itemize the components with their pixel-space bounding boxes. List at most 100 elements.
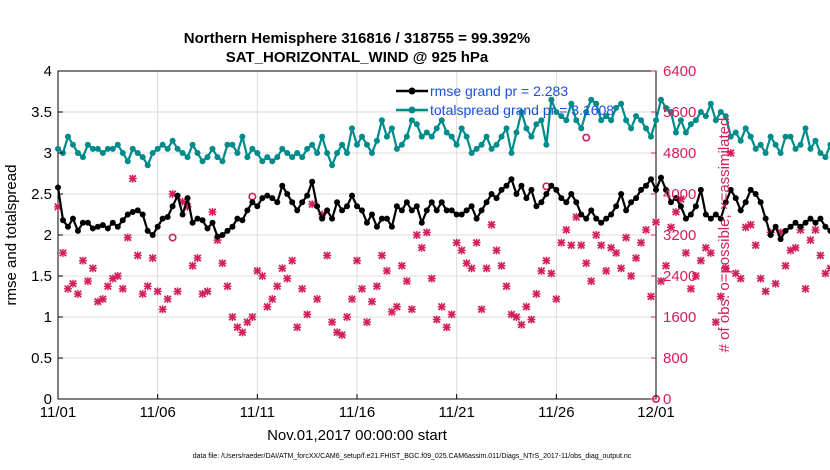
series-point-totalspread (159, 141, 166, 148)
series-point-totalspread (339, 141, 346, 148)
obs-assimilated-point (577, 241, 586, 250)
series-point-rmse (662, 186, 669, 193)
series-point-totalspread (483, 133, 490, 140)
obs-assimilated-point (372, 282, 381, 291)
y-tick-label-left: 0 (44, 391, 52, 408)
series-point-rmse (817, 215, 824, 222)
obs-assimilated-point (666, 223, 675, 232)
y-tick-label-left: 3.5 (31, 104, 52, 121)
obs-assimilated-point (756, 274, 765, 283)
series-point-rmse (179, 211, 186, 218)
series-point-rmse (757, 199, 764, 206)
series-point-rmse (538, 199, 545, 206)
obs-assimilated-point (447, 310, 456, 319)
series-point-totalspread (324, 150, 331, 156)
series-point-totalspread (692, 117, 699, 124)
series-point-rmse (682, 215, 689, 222)
series-point-rmse (229, 223, 236, 230)
obs-assimilated-point (442, 323, 451, 332)
obs-assimilated-point (218, 259, 227, 268)
series-point-totalspread (393, 145, 400, 152)
obs-assimilated-point (771, 279, 780, 288)
series-point-rmse (463, 207, 470, 214)
series-point-rmse (94, 223, 101, 230)
obs-assimilated-point (562, 225, 571, 234)
series-point-rmse (124, 211, 131, 218)
series-point-totalspread (648, 133, 655, 140)
series-point-rmse (99, 222, 106, 229)
series-point-totalspread (737, 137, 744, 144)
series-point-totalspread (418, 133, 425, 140)
series-point-rmse (613, 203, 620, 210)
series-point-totalspread (214, 154, 221, 161)
series-point-totalspread (638, 117, 645, 124)
series-point-totalspread (603, 113, 610, 120)
series-point-totalspread (682, 129, 689, 136)
series-point-rmse (558, 195, 565, 202)
obs-assimilated-point (328, 318, 337, 327)
series-point-totalspread (623, 117, 630, 124)
obs-assimilated-point (826, 264, 830, 273)
series-point-totalspread (618, 100, 625, 107)
obs-assimilated-point (537, 266, 546, 275)
series-point-totalspread (279, 145, 286, 152)
y-tick-label-left: 0.5 (31, 350, 52, 367)
series-point-rmse (792, 219, 799, 226)
series-point-rmse (473, 215, 480, 222)
series-point-totalspread (558, 113, 565, 120)
y-tick-label-right: 3200 (663, 227, 696, 244)
series-point-rmse (64, 223, 71, 230)
series-point-totalspread (677, 117, 684, 124)
obs-assimilated-point (716, 292, 725, 301)
obs-assimilated-point (357, 284, 366, 293)
obs-assimilated-point (467, 264, 476, 273)
series-point-rmse (747, 186, 754, 193)
series-point-rmse (608, 211, 615, 218)
series-point-rmse (254, 203, 261, 210)
obs-assimilated-point (273, 282, 282, 291)
obs-assimilated-point (681, 248, 690, 257)
series-point-totalspread (55, 145, 61, 152)
obs-assimilated-point (193, 254, 202, 263)
y-tick-label-left: 3 (44, 145, 52, 162)
series-point-totalspread (827, 141, 830, 148)
series-point-totalspread (304, 145, 311, 152)
series-point-totalspread (782, 133, 789, 140)
obs-assimilated-point (482, 264, 491, 273)
obs-assimilated-point (622, 233, 631, 242)
series-point-rmse (797, 223, 804, 230)
obs-assimilated-point (407, 305, 416, 314)
series-point-totalspread (513, 129, 520, 136)
obs-assimilated-point (647, 292, 656, 301)
obs-assimilated-point (751, 241, 760, 250)
series-point-totalspread (314, 150, 321, 156)
series-point-totalspread (687, 121, 694, 128)
series-point-totalspread (79, 154, 86, 161)
series-point-totalspread (74, 150, 81, 156)
series-point-totalspread (573, 117, 580, 124)
series-point-totalspread (194, 150, 201, 156)
obs-assimilated-point (248, 313, 257, 321)
series-point-rmse (573, 199, 580, 206)
y-tick-label-left: 4 (44, 63, 52, 80)
obs-assimilated-point (362, 318, 371, 327)
series-point-totalspread (822, 154, 829, 161)
obs-assimilated-point (188, 261, 197, 270)
series-point-rmse (104, 225, 111, 232)
series-point-rmse (702, 211, 709, 218)
series-point-rmse (483, 199, 490, 206)
series-point-rmse (643, 182, 650, 189)
series-point-totalspread (224, 141, 231, 148)
obs-assimilated-point (103, 282, 112, 291)
obs-assimilated-point (547, 269, 556, 278)
series-point-totalspread (69, 141, 76, 148)
series-point-totalspread (134, 150, 141, 156)
obs-assimilated-point (592, 231, 601, 239)
series-point-rmse (588, 207, 595, 214)
series-point-totalspread (259, 158, 266, 165)
obs-assimilated-point (422, 228, 431, 237)
obs-assimilated-point (98, 295, 107, 304)
obs-assimilated-point (567, 241, 576, 250)
series-point-totalspread (234, 150, 241, 156)
